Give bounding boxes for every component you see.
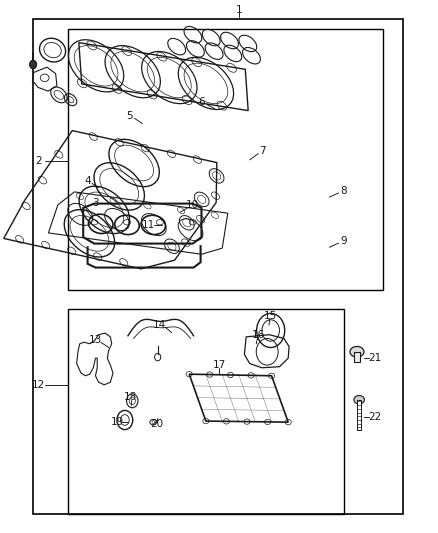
Text: 5: 5 xyxy=(126,111,133,121)
Text: 9: 9 xyxy=(340,236,347,246)
Bar xyxy=(68,29,383,290)
Ellipse shape xyxy=(30,60,37,69)
Text: 21: 21 xyxy=(368,353,381,363)
Text: 7: 7 xyxy=(259,147,266,156)
Text: 6: 6 xyxy=(198,98,205,107)
Text: 11: 11 xyxy=(142,221,155,230)
Bar xyxy=(357,400,361,430)
Text: 17: 17 xyxy=(212,360,226,370)
Text: 1: 1 xyxy=(235,5,242,14)
Text: 10: 10 xyxy=(186,200,199,210)
Text: 19: 19 xyxy=(111,417,124,427)
Text: 16: 16 xyxy=(252,330,265,340)
Text: 2: 2 xyxy=(35,156,42,166)
Text: 18: 18 xyxy=(124,392,137,402)
Ellipse shape xyxy=(350,346,364,357)
Bar xyxy=(33,19,403,514)
Text: 13: 13 xyxy=(89,335,102,345)
Text: 22: 22 xyxy=(368,412,381,422)
Text: 15: 15 xyxy=(264,311,277,320)
Text: 20: 20 xyxy=(150,419,163,429)
Text: 4: 4 xyxy=(84,176,91,186)
Bar xyxy=(354,352,360,362)
Text: 14: 14 xyxy=(153,320,166,330)
Text: 3: 3 xyxy=(92,198,99,207)
Text: 8: 8 xyxy=(340,186,347,196)
Text: 12: 12 xyxy=(32,380,45,390)
Bar xyxy=(68,309,344,514)
Ellipse shape xyxy=(354,395,364,404)
